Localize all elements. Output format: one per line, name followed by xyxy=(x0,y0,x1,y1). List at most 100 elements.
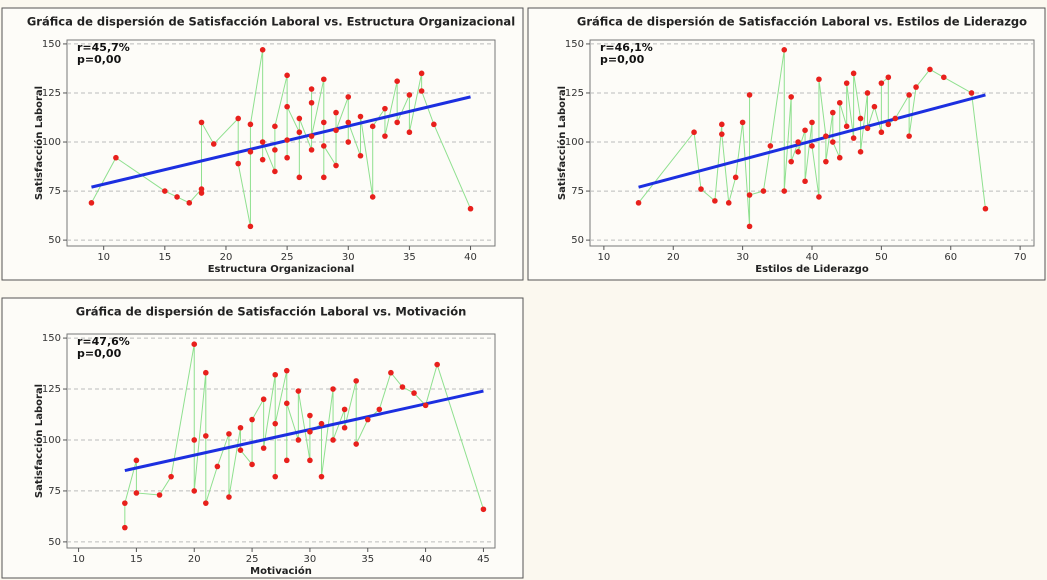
point xyxy=(394,78,400,84)
x-tick-label: 70 xyxy=(1014,252,1027,263)
point xyxy=(211,141,217,147)
point xyxy=(382,106,388,112)
point xyxy=(879,129,885,135)
point xyxy=(358,114,364,120)
point xyxy=(249,417,255,423)
point xyxy=(747,224,753,230)
chart-panel: Gráfica de dispersión de Satisfacción La… xyxy=(528,8,1045,280)
point xyxy=(740,120,746,126)
chart-title: Gráfica de dispersión de Satisfacción La… xyxy=(76,305,467,319)
y-axis-label: Satisfacción Laboral xyxy=(33,384,45,498)
point xyxy=(321,175,327,181)
x-tick-label: 25 xyxy=(281,252,294,263)
point xyxy=(434,362,440,368)
x-tick-label: 50 xyxy=(875,252,888,263)
point xyxy=(284,73,290,79)
point xyxy=(284,155,290,161)
point xyxy=(284,137,290,143)
point xyxy=(377,407,383,413)
x-tick-label: 20 xyxy=(220,252,233,263)
point xyxy=(781,188,787,194)
point xyxy=(203,433,209,439)
point xyxy=(358,153,364,159)
point xyxy=(788,94,794,100)
point xyxy=(307,458,313,464)
y-tick-label: 50 xyxy=(48,235,61,246)
point xyxy=(297,116,303,122)
point xyxy=(941,74,947,80)
point xyxy=(321,76,327,82)
point xyxy=(249,462,255,468)
x-tick-label: 35 xyxy=(361,554,374,565)
point xyxy=(886,74,892,80)
point xyxy=(886,122,892,128)
y-tick-label: 150 xyxy=(42,39,61,50)
annotation: p=0,00 xyxy=(600,53,645,66)
point xyxy=(400,384,406,390)
chart-title: Gráfica de dispersión de Satisfacción La… xyxy=(577,15,1027,29)
point xyxy=(307,413,313,419)
y-tick-label: 75 xyxy=(571,186,584,197)
y-tick-label: 150 xyxy=(42,333,61,344)
point xyxy=(272,147,278,153)
point xyxy=(309,86,315,92)
point xyxy=(272,169,278,175)
point xyxy=(203,370,209,376)
point xyxy=(761,188,767,194)
point xyxy=(272,124,278,130)
point xyxy=(261,445,267,451)
point xyxy=(851,135,857,141)
x-tick-label: 30 xyxy=(304,554,317,565)
x-tick-label: 10 xyxy=(97,252,110,263)
x-tick-label: 20 xyxy=(667,252,680,263)
point xyxy=(191,488,197,494)
point xyxy=(272,474,278,480)
point xyxy=(837,100,843,106)
point xyxy=(353,441,359,447)
point xyxy=(844,80,850,86)
point xyxy=(407,129,413,135)
point xyxy=(370,124,376,130)
point xyxy=(481,506,487,512)
x-tick-label: 35 xyxy=(403,252,416,263)
point xyxy=(272,372,278,378)
point xyxy=(309,147,315,153)
point xyxy=(122,525,128,531)
point xyxy=(816,76,822,82)
point xyxy=(260,157,266,163)
point xyxy=(199,190,205,196)
point xyxy=(309,133,315,139)
point xyxy=(248,122,254,128)
x-tick-label: 45 xyxy=(477,554,490,565)
point xyxy=(830,110,836,116)
x-tick-label: 30 xyxy=(342,252,355,263)
point xyxy=(284,368,290,374)
point xyxy=(370,194,376,200)
point xyxy=(134,458,140,464)
point xyxy=(872,104,878,110)
point xyxy=(122,500,128,506)
x-tick-label: 40 xyxy=(464,252,477,263)
point xyxy=(297,175,303,181)
point xyxy=(879,80,885,86)
point xyxy=(906,92,912,98)
point xyxy=(296,388,302,394)
point xyxy=(307,429,313,435)
x-tick-label: 25 xyxy=(246,554,259,565)
point xyxy=(226,494,232,500)
point xyxy=(411,390,417,396)
point xyxy=(419,71,425,77)
point xyxy=(345,94,351,100)
point xyxy=(157,492,163,498)
point xyxy=(235,161,241,167)
chart-title: Gráfica de dispersión de Satisfacción La… xyxy=(27,15,515,29)
point xyxy=(423,403,429,409)
point xyxy=(823,133,829,139)
point xyxy=(388,370,394,376)
point xyxy=(802,178,808,184)
point xyxy=(906,133,912,139)
point xyxy=(261,396,267,402)
point xyxy=(296,437,302,443)
y-axis-label: Satisfacción Laboral xyxy=(33,86,45,200)
point xyxy=(858,149,864,155)
